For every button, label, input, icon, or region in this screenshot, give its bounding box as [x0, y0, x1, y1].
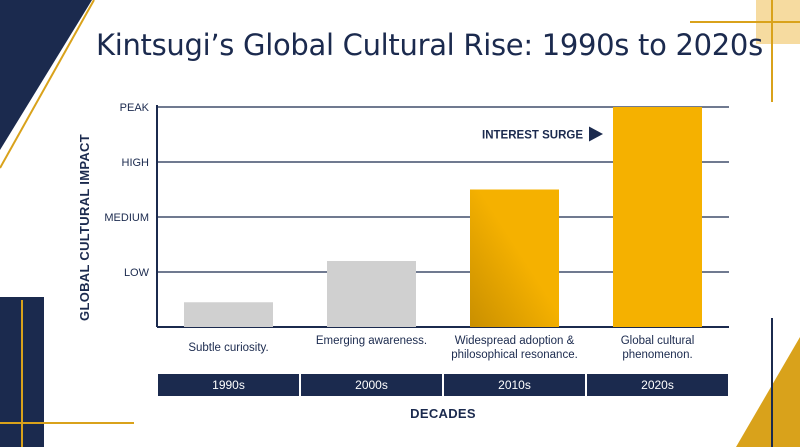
y-tick-label-medium: MEDIUM [104, 212, 149, 224]
corner-bottom-right-decoration [736, 318, 800, 447]
bar-2000s [327, 261, 416, 327]
bar-1990s [184, 302, 273, 327]
x-axis-label: DECADES [410, 406, 476, 421]
y-tick-label-peak: PEAK [120, 102, 150, 114]
band-cell-1990s [158, 374, 299, 396]
description-2000s: Emerging awareness. [315, 335, 428, 347]
chart-title: Kintsugi’s Global Cultural Rise: 1990s t… [96, 28, 763, 62]
corner-top-left-decoration [0, 0, 95, 169]
bar-2020s [613, 107, 702, 327]
x-tick-label-1990s: 1990s [212, 378, 245, 392]
corner-top-right-decoration [690, 0, 800, 102]
bar-2010s [470, 189, 559, 327]
y-tick-label-low: LOW [124, 267, 150, 279]
x-tick-label-2020s: 2020s [641, 378, 674, 392]
band-cell-2000s [301, 374, 442, 396]
description-2020s: Global cultural phenomenon. [620, 335, 695, 361]
band-cell-2020s [587, 374, 728, 396]
x-tick-label-2010s: 2010s [498, 378, 531, 392]
description-1990s: Subtle curiosity. [188, 342, 269, 354]
annotation-interest-surge: INTEREST SURGE [482, 130, 583, 142]
description-2010s: Widespread adoption & philosophical reso… [451, 335, 578, 361]
corner-bottom-left-decoration [0, 297, 134, 447]
x-tick-label-2000s: 2000s [355, 378, 388, 392]
y-tick-label-high: HIGH [122, 157, 150, 169]
annotation-arrow-icon [589, 126, 603, 142]
band-cell-2010s [444, 374, 585, 396]
y-axis-label: GLOBAL CULTURAL IMPACT [76, 133, 92, 321]
